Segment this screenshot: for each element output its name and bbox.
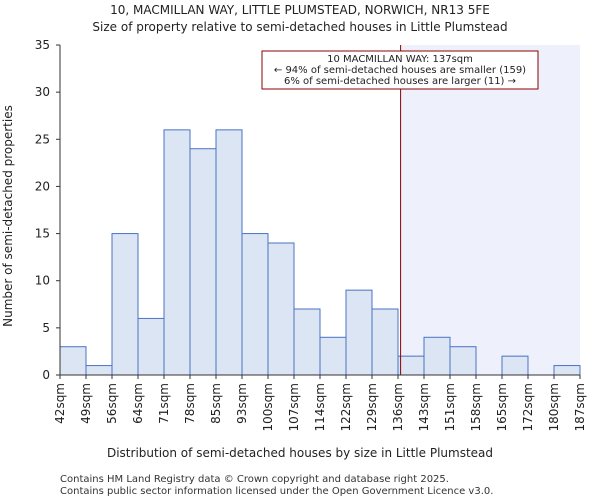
x-tick-label: 158sqm (469, 383, 483, 431)
x-tick-label: 165sqm (495, 383, 509, 431)
y-tick-label: 0 (42, 368, 50, 382)
bar-143sqm (423, 336, 451, 376)
bar-114sqm (319, 336, 347, 376)
x-tick-label: 93sqm (235, 383, 249, 424)
x-tick-label: 42sqm (53, 383, 67, 424)
x-tick-label: 151sqm (443, 383, 457, 431)
bar-122sqm (345, 289, 373, 376)
bar-136sqm (397, 355, 425, 376)
x-tick-label: 64sqm (131, 383, 145, 424)
x-tick-label: 122sqm (339, 383, 353, 431)
x-tick-label: 129sqm (365, 383, 379, 431)
y-tick-label: 5 (42, 321, 50, 335)
y-tick-label: 35 (35, 38, 50, 52)
y-tick-label: 15 (35, 227, 50, 241)
bar-71sqm (163, 129, 191, 376)
annotation-line-1: 10 MACMILLAN WAY: 137sqm (327, 54, 473, 65)
x-tick-label: 187sqm (573, 383, 587, 431)
x-tick-label: 114sqm (313, 383, 327, 431)
bar-107sqm (293, 308, 321, 376)
footer-line-2: Contains public sector information licen… (60, 486, 493, 497)
highlight-region (400, 45, 580, 375)
x-axis-label: Distribution of semi-detached houses by … (107, 446, 493, 460)
x-tick-label: 180sqm (547, 383, 561, 431)
bar-78sqm (189, 148, 217, 376)
x-tick-label: 85sqm (209, 383, 223, 424)
chart-subtitle: Size of property relative to semi-detach… (92, 20, 507, 34)
y-axis-label: Number of semi-detached properties (1, 105, 15, 327)
x-tick-label: 136sqm (391, 383, 405, 431)
x-tick-label: 71sqm (157, 383, 171, 424)
bar-129sqm (371, 308, 399, 376)
bar-151sqm (449, 346, 477, 376)
bar-85sqm (215, 129, 243, 376)
y-tick-label: 10 (35, 274, 50, 288)
plot-area: 10 MACMILLAN WAY: 137sqm← 94% of semi-de… (35, 38, 587, 431)
bar-180sqm (553, 365, 581, 376)
annotation-box (261, 50, 539, 90)
bar-93sqm (241, 233, 269, 376)
y-tick-label: 25 (35, 132, 50, 146)
y-tick-label: 30 (35, 85, 50, 99)
x-tick-label: 107sqm (287, 383, 301, 431)
x-tick-label: 100sqm (261, 383, 275, 431)
bar-165sqm (501, 355, 529, 376)
bar-100sqm (267, 242, 295, 376)
x-tick-label: 56sqm (105, 383, 119, 424)
bar-56sqm (111, 233, 139, 376)
footer-line-1: Contains HM Land Registry data © Crown c… (60, 474, 449, 485)
x-tick-label: 172sqm (521, 383, 535, 431)
annotation-line-3: 6% of semi-detached houses are larger (1… (284, 76, 516, 87)
annotation-line-2: ← 94% of semi-detached houses are smalle… (274, 65, 526, 76)
bar-49sqm (85, 365, 113, 376)
chart-title: 10, MACMILLAN WAY, LITTLE PLUMSTEAD, NOR… (110, 3, 490, 17)
y-tick-label: 20 (35, 179, 50, 193)
x-tick-label: 78sqm (183, 383, 197, 424)
bar-42sqm (59, 346, 87, 376)
x-tick-label: 49sqm (79, 383, 93, 424)
x-tick-label: 143sqm (417, 383, 431, 431)
bar-64sqm (137, 317, 165, 376)
